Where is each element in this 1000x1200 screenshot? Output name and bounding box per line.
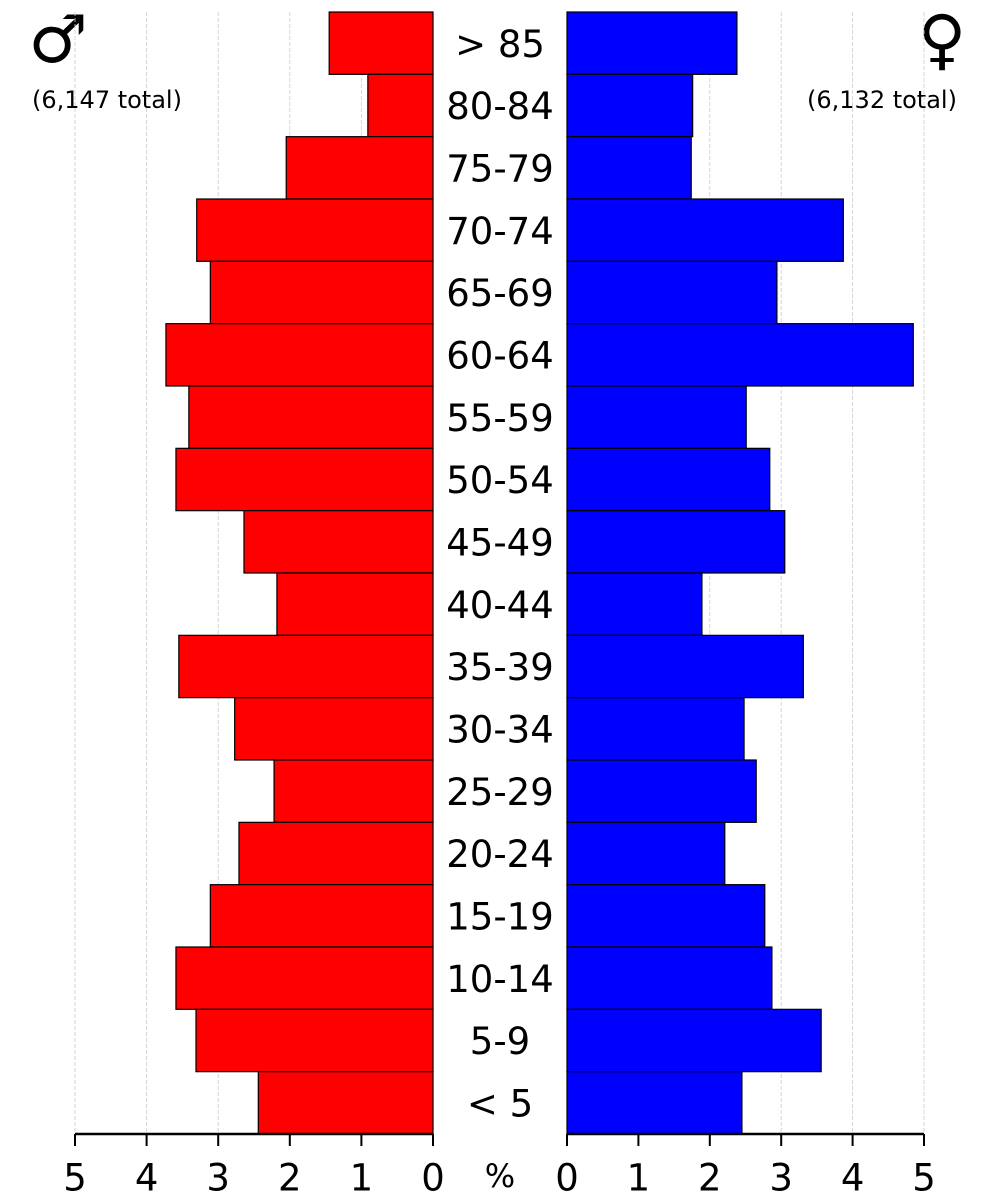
category-label: 75-79: [446, 147, 554, 190]
bar: [566, 946, 773, 1010]
x-tick-label: 5: [912, 1157, 936, 1200]
bar: [209, 260, 434, 325]
bar: [285, 136, 434, 200]
bar: [566, 759, 757, 823]
bar: [234, 697, 434, 761]
bar: [566, 1071, 743, 1135]
x-tick-label: 0: [421, 1157, 445, 1200]
category-label: 10-14: [446, 958, 554, 1001]
bar: [566, 11, 738, 75]
bar: [196, 198, 434, 262]
bar: [566, 260, 778, 325]
bar: [566, 385, 747, 449]
x-axis-label: %: [485, 1157, 515, 1195]
bar: [257, 1071, 434, 1135]
bar: [243, 510, 434, 574]
category-label: 30-34: [446, 708, 554, 751]
category-label: 35-39: [446, 646, 554, 689]
category-label: > 85: [455, 23, 545, 66]
x-tick-label: 3: [206, 1157, 230, 1200]
x-tick-label: 3: [769, 1157, 793, 1200]
bar: [178, 634, 434, 699]
bar: [566, 447, 771, 512]
category-label: 45-49: [446, 521, 554, 564]
bar: [238, 821, 434, 886]
category-label: 25-29: [446, 771, 554, 814]
bar: [566, 572, 703, 636]
x-tick-label: 1: [350, 1157, 374, 1200]
bar: [273, 759, 434, 823]
category-label: 40-44: [446, 584, 554, 627]
category-label: 60-64: [446, 334, 554, 377]
x-tick-label: 4: [135, 1157, 159, 1200]
bars: [165, 11, 914, 1135]
x-tick-label: 2: [698, 1157, 722, 1200]
x-tick-label: 0: [555, 1157, 579, 1200]
x-tick-label: 1: [627, 1157, 651, 1200]
male-symbol: ♂: [28, 1, 87, 78]
category-label: 20-24: [446, 833, 554, 876]
category-label: < 5: [467, 1082, 533, 1125]
bar: [367, 73, 434, 138]
bar: [566, 1008, 822, 1073]
bar: [566, 136, 692, 200]
bar: [566, 634, 804, 699]
bar: [566, 884, 766, 948]
bar: [566, 510, 786, 574]
x-tick-label: 4: [841, 1157, 865, 1200]
bar: [195, 1008, 434, 1073]
female-total: (6,132 total): [807, 86, 957, 114]
bar: [276, 572, 434, 636]
category-label: 15-19: [446, 895, 554, 938]
bar: [566, 323, 914, 387]
bar: [165, 323, 434, 387]
x-tick-label: 5: [63, 1157, 87, 1200]
category-label: 70-74: [446, 210, 554, 253]
bar: [175, 447, 434, 512]
bar: [566, 821, 726, 886]
category-label: 5-9: [470, 1020, 530, 1063]
bar: [328, 11, 434, 75]
bar: [566, 73, 694, 138]
female-symbol: ♀: [918, 1, 966, 78]
x-tick-label: 2: [278, 1157, 302, 1200]
bar: [566, 198, 844, 262]
bar: [175, 946, 434, 1010]
category-label: 55-59: [446, 397, 554, 440]
bar: [209, 884, 434, 948]
bar: [188, 385, 434, 449]
category-label: 65-69: [446, 272, 554, 315]
male-total: (6,147 total): [32, 86, 182, 114]
category-label: 50-54: [446, 459, 554, 502]
category-label: 80-84: [446, 85, 554, 128]
bar: [566, 697, 745, 761]
